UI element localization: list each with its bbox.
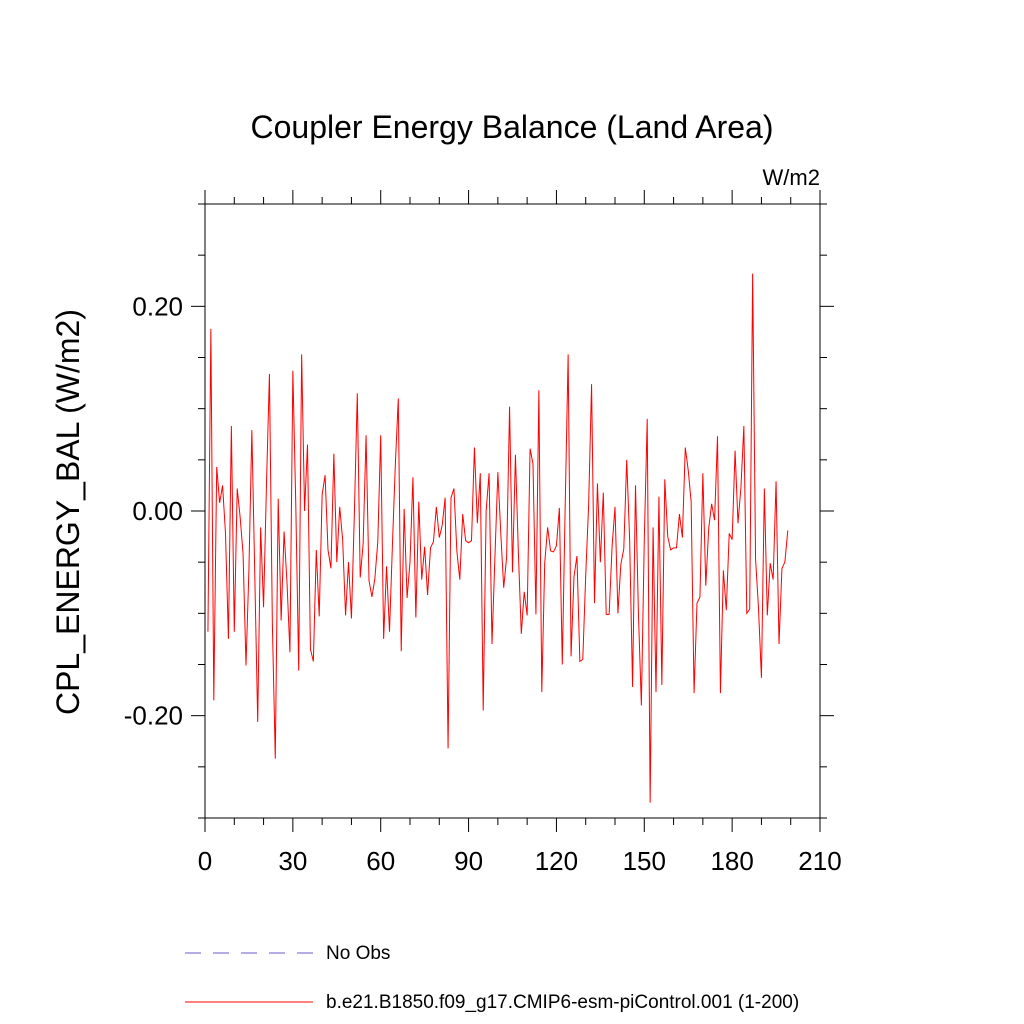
series-layer bbox=[207, 273, 789, 803]
y-axis-label: CPL_ENERGY_BAL (W/m2) bbox=[50, 309, 86, 715]
units-label: W/m2 bbox=[763, 165, 820, 190]
y-tick-label: 0.20 bbox=[132, 291, 183, 321]
chart-title: Coupler Energy Balance (Land Area) bbox=[251, 109, 774, 145]
series-line-1 bbox=[207, 273, 789, 803]
x-tick-label: 150 bbox=[623, 846, 666, 876]
x-tick-label: 210 bbox=[798, 846, 841, 876]
x-tick-label: 90 bbox=[454, 846, 483, 876]
x-tick-label: 120 bbox=[535, 846, 578, 876]
legend: No Obs b.e21.B1850.f09_g17.CMIP6-esm-piC… bbox=[185, 943, 799, 1013]
y-tick-label: 0.00 bbox=[132, 496, 183, 526]
y-tick-label: -0.20 bbox=[124, 701, 183, 731]
legend-model-label: b.e21.B1850.f09_g17.CMIP6-esm-piControl.… bbox=[326, 992, 799, 1013]
legend-no-obs-label: No Obs bbox=[326, 943, 390, 964]
x-tick-label: 30 bbox=[278, 846, 307, 876]
x-tick-label: 60 bbox=[366, 846, 395, 876]
axis-ticks: 0 30 60 90 120 150 180 210 -0.20 0.00 0.20 bbox=[124, 190, 842, 876]
x-tick-label: 180 bbox=[710, 846, 753, 876]
x-tick-label: 0 bbox=[198, 846, 212, 876]
plot-frame bbox=[204, 203, 821, 819]
